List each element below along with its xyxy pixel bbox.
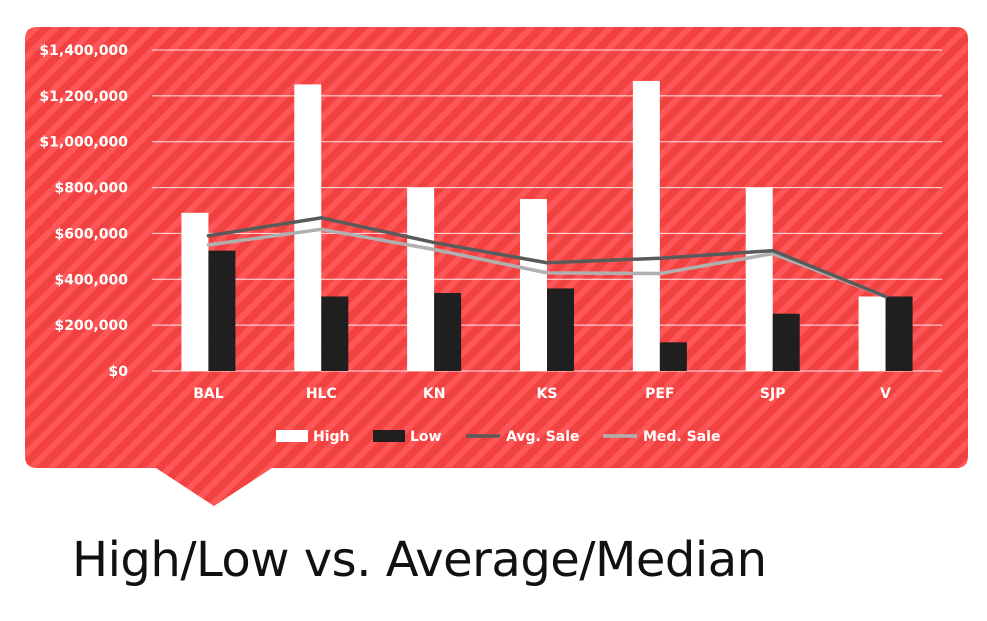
line-med-sale xyxy=(206,227,888,299)
bars xyxy=(181,80,913,372)
bar-low-pef xyxy=(659,342,687,371)
y-tick-label: $1,000,000 xyxy=(39,135,128,151)
bar-high-v xyxy=(858,296,886,371)
x-tick-label: V xyxy=(880,386,891,402)
line-avg-sale xyxy=(206,216,888,299)
y-tick-label: $1,400,000 xyxy=(39,43,128,59)
y-tick-label: $800,000 xyxy=(54,181,128,197)
y-tick-label: $0 xyxy=(109,364,129,380)
bar-high-ks xyxy=(520,199,547,371)
page-title: High/Low vs. Average/Median xyxy=(72,532,767,588)
bar-high-bal xyxy=(181,212,209,371)
y-axis-ticks: $0 $200,000 $400,000 $600,000 $800,000 $1,000… xyxy=(39,43,128,380)
legend-label: Avg. Sale xyxy=(506,429,580,445)
bar-low-kn xyxy=(434,293,462,371)
bar-low-sjp xyxy=(772,313,800,371)
bar-high-hlc xyxy=(294,84,322,372)
x-tick-label: KS xyxy=(537,386,558,402)
bar-low-bal xyxy=(208,250,236,371)
bar-low-hlc xyxy=(321,296,349,371)
chart-panel xyxy=(25,27,968,506)
x-tick-label: SJP xyxy=(760,386,786,402)
bar-low-v xyxy=(885,296,913,371)
legend-label: High xyxy=(313,429,350,445)
x-tick-label: BAL xyxy=(193,386,224,402)
bar-high-pef xyxy=(632,80,660,371)
y-tick-label: $400,000 xyxy=(54,272,128,288)
legend-label: Low xyxy=(410,429,442,445)
bar-high-kn xyxy=(407,187,435,371)
x-tick-label: KN xyxy=(423,386,446,402)
y-tick-label: $1,200,000 xyxy=(39,89,128,105)
y-tick-label: $200,000 xyxy=(54,318,128,334)
x-tick-label: HLC xyxy=(306,386,337,402)
lines xyxy=(206,216,888,299)
x-tick-label: PEF xyxy=(645,386,674,402)
y-tick-label: $600,000 xyxy=(54,226,128,242)
x-axis-ticks: BAL HLC KN KS PEF SJP V xyxy=(193,386,891,402)
legend: High Low Avg. Sale Med. Sale xyxy=(276,429,720,445)
legend-label: Med. Sale xyxy=(643,429,720,445)
legend-swatch xyxy=(373,430,405,442)
legend-swatch xyxy=(276,430,308,442)
bar-low-ks xyxy=(547,288,574,371)
callout-background xyxy=(25,27,968,506)
bar-high-sjp xyxy=(745,187,773,371)
